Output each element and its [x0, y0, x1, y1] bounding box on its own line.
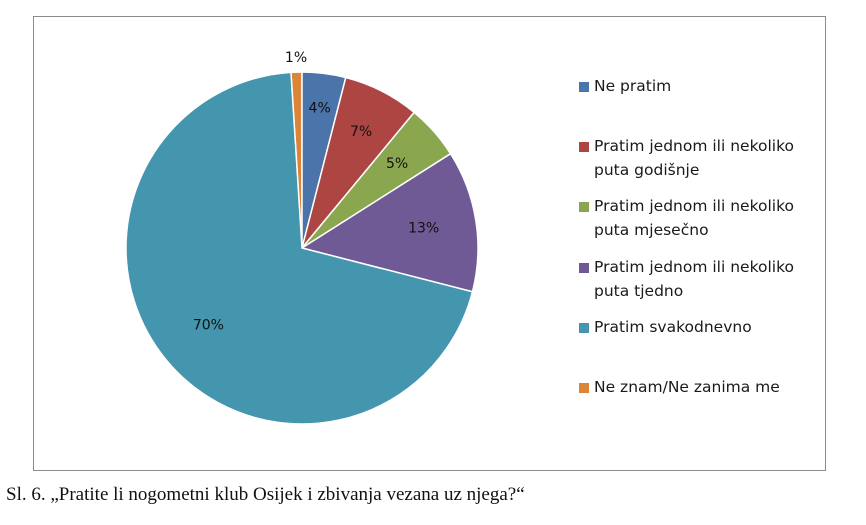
- legend-label: Ne znam/Ne zanima me: [594, 378, 780, 396]
- pie-label-5pct: 5%: [386, 156, 408, 172]
- pie-label-70pct: 70%: [193, 317, 224, 333]
- legend-label: Pratim jednom ili nekoliko puta godišnje: [594, 137, 795, 179]
- legend-item-svakodnevno: Pratim svakodnevno: [579, 318, 814, 339]
- pie-slice-13pct: [300, 152, 479, 293]
- legend-label: Ne pratim: [594, 77, 672, 95]
- pie-label-7pct: 7%: [350, 124, 372, 140]
- pie-label-13pct: 13%: [408, 221, 439, 237]
- legend-label: Pratim svakodnevno: [594, 318, 752, 336]
- legend-swatch: [579, 263, 589, 273]
- pie-label-4pct: 4%: [309, 100, 331, 116]
- pie-labels: 1% 4% 7% 5% 13% 70%: [193, 50, 439, 333]
- legend-swatch: [579, 323, 589, 333]
- legend-item-godisnje: Pratim jednom ili nekoliko puta godišnje: [579, 137, 814, 182]
- pie-slices: [125, 71, 479, 425]
- legend-item-ne-znam: Ne znam/Ne zanima me: [579, 378, 814, 399]
- legend-swatch: [579, 202, 589, 212]
- pie-slice-70pct: [125, 71, 474, 425]
- legend-swatch: [579, 82, 589, 92]
- legend-item-ne-pratim: Ne pratim: [579, 77, 814, 98]
- figure-caption: Sl. 6. „Pratite li nogometni klub Osijek…: [6, 484, 525, 505]
- legend-label: Pratim jednom ili nekoliko puta mjesečno: [594, 197, 795, 239]
- chart-frame: 1% 4% 7% 5% 13% 70% Ne pratim Pratim jednom i…: [33, 16, 826, 471]
- legend-label: Pratim jednom ili nekoliko puta tjedno: [594, 258, 795, 300]
- pie-chart: 1% 4% 7% 5% 13% 70%: [125, 50, 479, 425]
- pie-label-1pct: 1%: [285, 50, 307, 66]
- legend-swatch: [579, 142, 589, 152]
- legend-swatch: [579, 383, 589, 393]
- legend-item-tjedno: Pratim jednom ili nekoliko puta tjedno: [579, 258, 814, 303]
- legend-item-mjesecno: Pratim jednom ili nekoliko puta mjesečno: [579, 197, 814, 242]
